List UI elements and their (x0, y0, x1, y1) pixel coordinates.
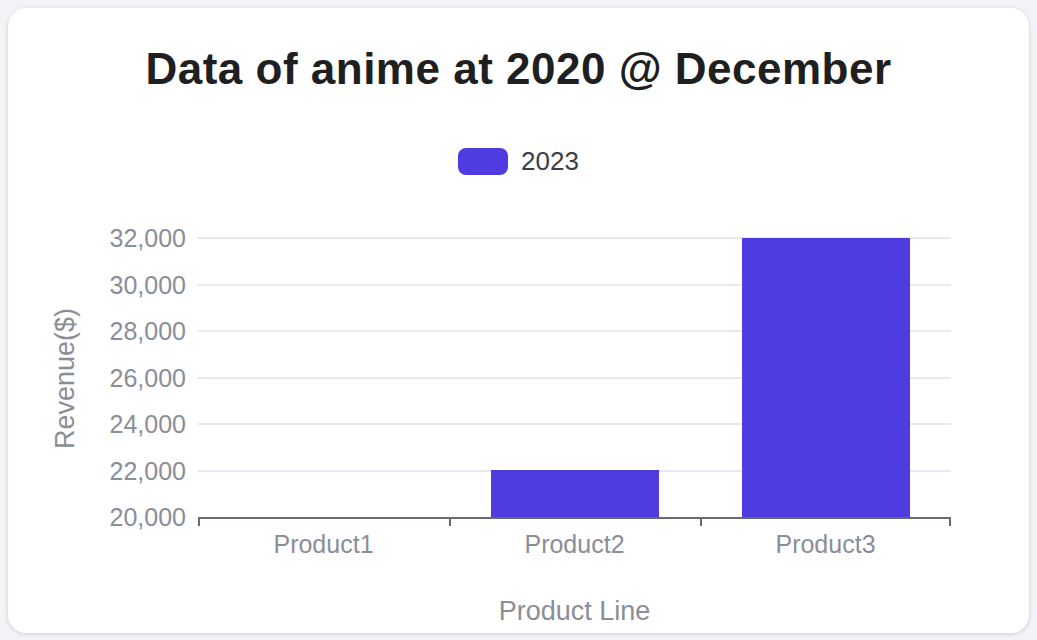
x-axis-tick (198, 517, 200, 526)
x-tick-label-product3: Product3 (700, 530, 951, 559)
bar-product3[interactable] (742, 238, 910, 517)
y-tick-label: 28,000 (66, 317, 186, 345)
x-tick-label-product2: Product2 (449, 530, 700, 559)
bar-product2[interactable] (491, 470, 659, 517)
chart-title: Data of anime at 2020 @ December (8, 44, 1029, 94)
y-tick-label: 20,000 (66, 503, 186, 531)
y-tick-label: 32,000 (66, 224, 186, 252)
y-tick-label: 24,000 (66, 410, 186, 438)
page-background: Data of anime at 2020 @ December 2023 Re… (0, 0, 1037, 640)
y-tick-label: 22,000 (66, 457, 186, 485)
legend[interactable]: 2023 (8, 146, 1029, 177)
x-axis-tick (700, 517, 702, 526)
x-axis-line (198, 517, 951, 519)
x-axis-tick (449, 517, 451, 526)
y-tick-label: 26,000 (66, 364, 186, 392)
legend-swatch-icon (458, 148, 508, 175)
plot-area (198, 238, 951, 517)
x-tick-label-product1: Product1 (198, 530, 449, 559)
legend-label: 2023 (521, 146, 579, 177)
chart-card: Data of anime at 2020 @ December 2023 Re… (8, 8, 1029, 633)
x-axis-tick (949, 517, 951, 526)
x-axis-title: Product Line (198, 596, 951, 627)
y-tick-label: 30,000 (66, 271, 186, 299)
